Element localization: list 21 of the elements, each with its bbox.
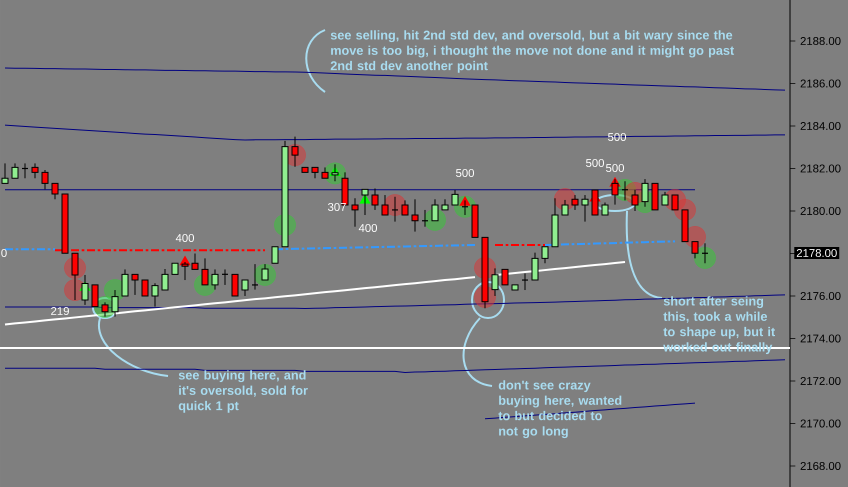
y-tick-label: 2182.00 [800, 164, 841, 173]
annotation: 0 [1, 248, 7, 258]
annotation: 500 [456, 168, 474, 178]
annotation: 500 [606, 164, 624, 172]
annotation: 500 [586, 158, 604, 168]
y-tick-label: 2174.00 [800, 334, 841, 342]
y-tick-label: 2184.00 [800, 122, 841, 130]
y-tick-label: 2170.00 [800, 419, 841, 428]
y-tick-label: 2172.00 [800, 376, 841, 385]
annotation: 400 [358, 224, 378, 232]
y-tick-label: 2176.00 [800, 292, 841, 300]
annotation: see selling, hit 2nd std dev, and oversold, but a bit wary since the move is too big, i thought the move not done and it might go past 2nd std dev another point [330, 30, 734, 73]
annotation: 219 [51, 306, 69, 316]
y-tick-label: 2180.00 [800, 206, 841, 215]
text: 2178.00 [796, 248, 837, 258]
annotation: 400 [176, 234, 194, 242]
annotation: see buying here, and it's oversold, sold for quick 1 pt [178, 370, 308, 413]
y-tick-label: 2186.00 [800, 80, 841, 88]
y-tick-label: 2168.00 [800, 462, 841, 470]
annotation: 307 [328, 202, 346, 212]
y-tick-label: 2188.00 [800, 37, 841, 46]
